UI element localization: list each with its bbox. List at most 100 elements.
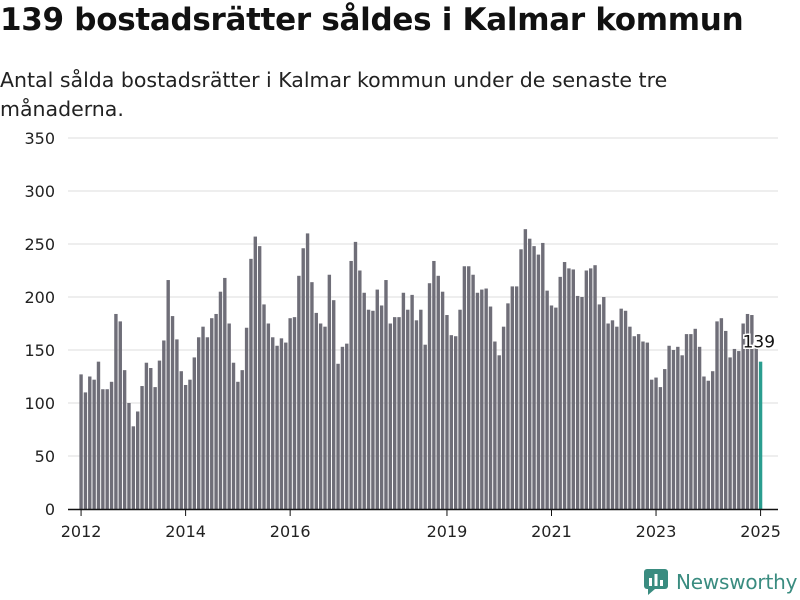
bar [571,269,575,509]
bar [166,280,170,509]
bar [597,304,602,509]
bar [122,370,127,509]
bar [153,387,157,509]
bar [497,355,501,509]
bar [453,336,458,509]
bar [750,315,754,509]
bar [636,334,641,509]
bars [79,229,763,510]
y-tick-label: 350 [24,129,55,148]
bar [741,323,745,509]
bar [131,426,136,509]
bar-highlight [758,361,763,509]
bar [427,283,432,509]
x-tick-label: 2023 [636,522,677,541]
bar [510,286,514,509]
bar [728,357,732,509]
bar [392,317,397,509]
bar [201,326,205,509]
bar [162,340,166,509]
bar [397,317,401,509]
bar [314,312,318,509]
bar [249,258,253,509]
x-tick-label: 2016 [270,522,311,541]
bar [628,326,632,509]
bar [179,371,183,509]
bar [109,381,114,509]
bar [183,384,188,509]
bar [575,295,580,509]
bar [375,289,379,509]
bar [519,249,523,510]
brand[interactable]: Newsworthy [643,568,797,596]
bar [715,321,719,509]
bar [501,326,506,509]
bar [541,242,545,509]
y-axis-labels: 0 50 100 150 200 250 300 350 [24,129,55,519]
bar [266,323,271,509]
x-axis: 2012 2014 2016 2019 2021 2023 2025 [61,508,781,541]
bar [632,336,636,509]
bar [345,343,349,509]
bar [379,305,384,509]
bar [336,363,340,509]
bar [105,389,109,509]
bar [732,348,737,509]
bar [671,350,676,509]
bar [471,274,475,509]
newsworthy-logo-icon [644,569,668,595]
bar [480,289,484,509]
bar [436,275,440,509]
bar [536,254,541,509]
bar [240,370,244,509]
x-tick-label: 2025 [740,522,781,541]
bar [693,328,697,509]
bar [175,339,179,509]
bar [475,292,480,509]
bar [253,236,257,509]
bar [275,345,279,509]
y-tick-label: 150 [24,341,55,360]
bar [366,309,371,509]
x-tick-label: 2021 [531,522,572,541]
grid-lines [68,137,778,457]
bar [149,368,153,509]
bar [623,310,628,509]
bar [192,357,197,509]
bar [332,300,336,509]
bar [88,376,92,509]
bar [305,233,310,509]
bar [388,323,393,509]
bar [545,290,549,509]
bar [92,379,96,509]
x-tick-label: 2019 [427,522,468,541]
bar [514,286,519,509]
bar [680,355,684,509]
bar [262,304,266,509]
bar [292,317,297,509]
bar [558,276,562,509]
bar [676,346,680,509]
bar [414,320,419,509]
bar [406,309,410,509]
chart-title: 139 bostadsrätter såldes i Kalmar kommun [0,2,744,38]
bar [488,306,493,509]
bar [144,362,149,509]
bar [188,379,192,509]
annotation-label: 139 [743,333,775,353]
bar [493,341,497,509]
y-tick-label: 300 [24,182,55,201]
bar [645,342,650,509]
bar [615,326,619,509]
bar [135,411,140,509]
bar [279,338,284,509]
bar [419,309,423,509]
bar [658,387,663,509]
bar [458,309,462,509]
bar [114,313,118,509]
bar [205,337,210,509]
bar [231,362,236,509]
bar [737,351,741,509]
bar [580,297,584,509]
